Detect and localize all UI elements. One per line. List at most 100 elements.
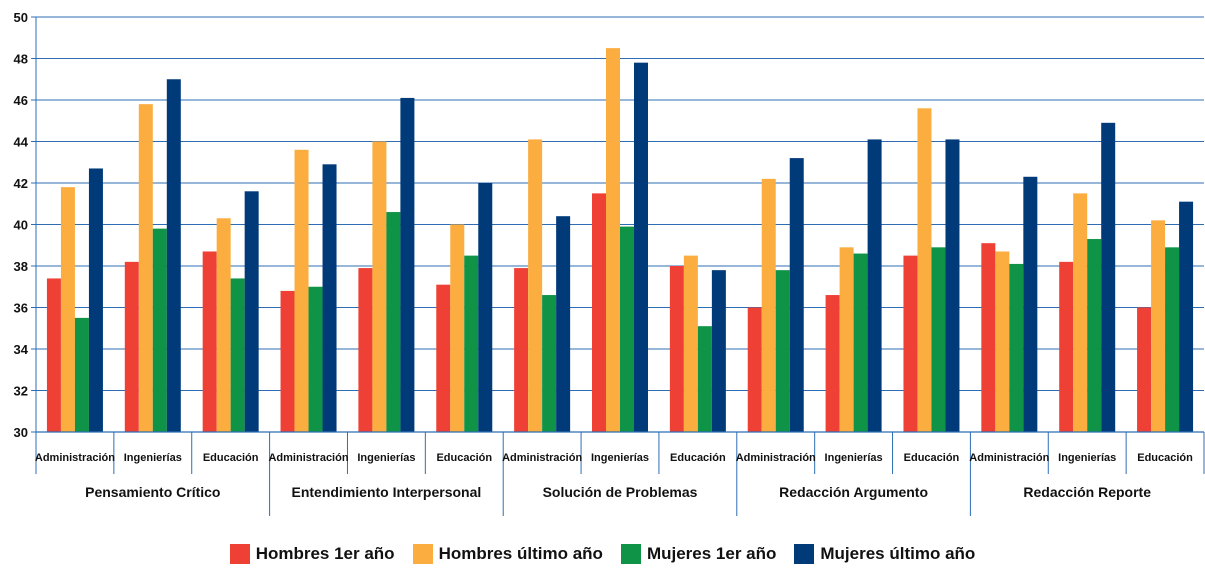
bar (711, 270, 726, 432)
bar (697, 326, 712, 432)
bar (1101, 122, 1116, 432)
y-tick-labels: 30 32 34 36 38 40 42 44 46 48 50 (14, 10, 29, 440)
legend-swatch (412, 544, 433, 564)
bar (124, 261, 139, 432)
legend: Hombres 1er año Hombres último año Mujeres… (0, 544, 1205, 564)
bar (372, 141, 387, 432)
y-tick-label: 36 (14, 301, 28, 316)
legend-label: Hombres último año (438, 544, 603, 563)
bar (1073, 193, 1088, 432)
bar (1023, 176, 1038, 432)
legend-swatch (794, 544, 815, 564)
bar (1137, 307, 1152, 432)
bar (917, 108, 932, 433)
bar (1179, 201, 1194, 432)
x-tick-label: Educación (670, 452, 726, 464)
legend-swatch (229, 544, 250, 564)
axes (31, 16, 1205, 516)
bar (1009, 263, 1024, 432)
x-tick-label: Educación (436, 452, 492, 464)
group-label: Redacción Reporte (1023, 484, 1151, 500)
y-tick-label: 32 (14, 384, 28, 399)
bar (1087, 239, 1102, 432)
bar (230, 278, 245, 432)
x-tick-label: Administración (268, 452, 348, 464)
y-tick-label: 40 (14, 218, 28, 233)
y-tick-label: 48 (14, 52, 28, 67)
bar-chart: 30 32 34 36 38 40 42 44 46 48 50 Administración Ing… (14, 10, 1205, 516)
x-tick-label: Ingenierías (591, 452, 649, 464)
x-tick-label: Administración (736, 452, 816, 464)
bars (46, 48, 1194, 433)
bar (542, 295, 557, 432)
bar (945, 139, 960, 433)
bar (620, 226, 634, 432)
bar (931, 247, 946, 432)
y-tick-label: 42 (14, 176, 28, 191)
legend-label: Mujeres último año (820, 544, 976, 563)
legend-item: Hombres 1er año (229, 544, 395, 564)
legend-item: Mujeres último año (794, 544, 975, 564)
bar (216, 218, 231, 432)
bar (322, 164, 337, 432)
bar (358, 268, 373, 432)
group-label: Entendimiento Interpersonal (291, 484, 481, 500)
legend-item: Mujeres 1er año (620, 544, 777, 564)
bar (747, 307, 762, 432)
bar (464, 255, 479, 432)
legend-swatch (620, 544, 641, 564)
bar (825, 295, 840, 432)
x-tick-label: Administración (35, 452, 115, 464)
x-tick-label: Administración (969, 452, 1049, 464)
legend-label: Mujeres 1er año (646, 544, 777, 563)
bar (294, 149, 309, 433)
bar (775, 270, 790, 432)
x-tick-label: Educación (203, 452, 259, 464)
y-tick-label: 50 (14, 10, 28, 25)
x-tick-label: Administración (502, 452, 582, 464)
bar (606, 48, 620, 432)
bar (74, 317, 89, 432)
bar (683, 255, 698, 432)
y-tick-label: 44 (14, 135, 29, 150)
bar (1059, 261, 1074, 432)
legend-label: Hombres 1er año (255, 544, 395, 563)
legend-item: Hombres último año (412, 544, 603, 564)
bar (88, 168, 103, 432)
bar (400, 97, 415, 433)
bar (981, 243, 996, 432)
y-tick-label: 34 (14, 342, 29, 357)
bar (592, 193, 606, 432)
x-category-labels: Administración Ingenierías Educación Admini… (35, 452, 1193, 500)
bar (853, 253, 868, 432)
bar (1151, 220, 1166, 432)
bar (789, 158, 804, 432)
bar (60, 187, 75, 432)
bar (152, 228, 167, 432)
x-tick-label: Ingenierías (357, 452, 415, 464)
bar (514, 268, 529, 432)
bar (1165, 247, 1180, 432)
x-tick-label: Ingenierías (1058, 452, 1116, 464)
bar (761, 178, 776, 432)
x-tick-label: Educación (1137, 452, 1193, 464)
bar (478, 183, 493, 432)
bar (138, 104, 153, 433)
bar (903, 255, 918, 432)
y-tick-label: 38 (14, 259, 28, 274)
x-tick-label: Ingenierías (124, 452, 182, 464)
bar (280, 290, 295, 432)
bar (244, 191, 259, 432)
y-tick-label: 30 (14, 425, 28, 440)
group-label: Solución de Problemas (543, 484, 698, 500)
bar (528, 139, 543, 433)
x-tick-label: Educación (904, 452, 960, 464)
bar (202, 251, 217, 432)
bar (634, 62, 648, 433)
bar (669, 266, 684, 432)
bar (386, 212, 401, 432)
bar (839, 247, 854, 432)
group-label: Redacción Argumento (779, 484, 928, 500)
bar (995, 251, 1010, 432)
bar (308, 286, 323, 432)
